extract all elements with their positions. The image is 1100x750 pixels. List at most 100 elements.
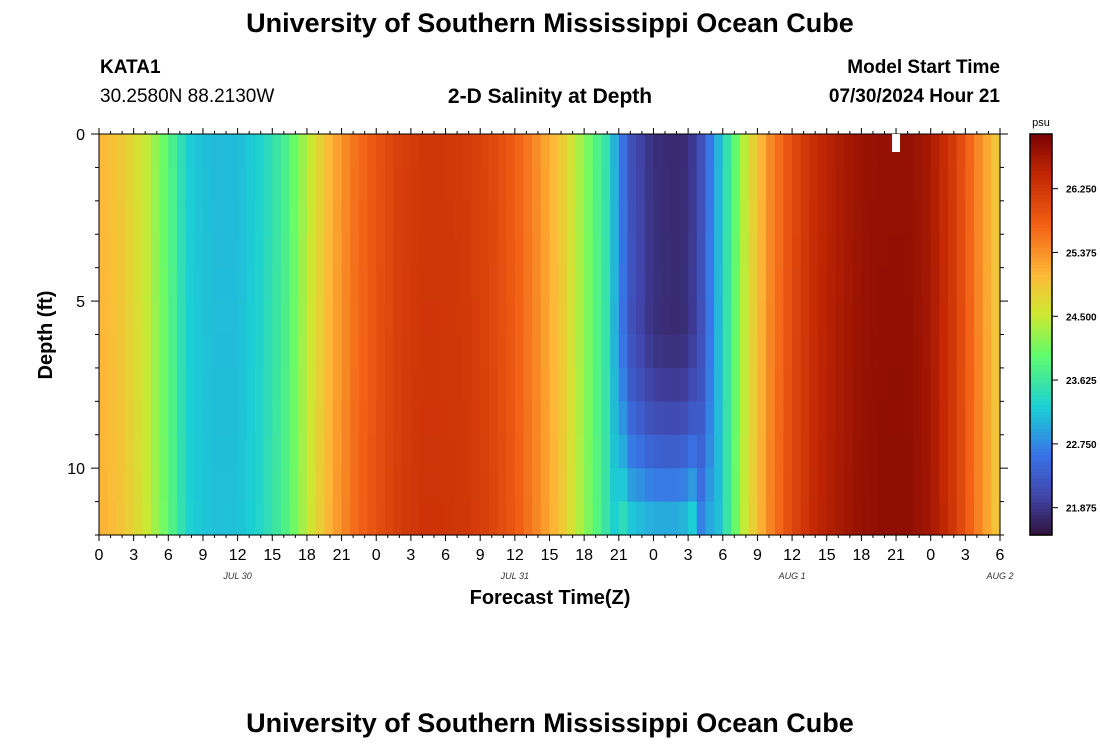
heatmap-cell <box>887 234 897 269</box>
y-axis: 0 5 10 <box>67 127 1008 536</box>
heatmap-cell <box>142 267 152 302</box>
heatmap-cell <box>792 167 802 202</box>
heatmap-cell <box>644 434 655 469</box>
x-tick-label: 3 <box>961 547 970 564</box>
heatmap-cell <box>662 434 672 469</box>
x-tick-label: 6 <box>164 547 173 564</box>
heatmap-cell <box>731 367 741 402</box>
colorbar-tick-label: 23.625 <box>1066 376 1097 387</box>
heatmap-cell <box>324 134 334 169</box>
heatmap-cell <box>714 234 724 269</box>
heatmap-cell <box>870 234 880 269</box>
heatmap-cell <box>532 501 542 536</box>
heatmap-cell <box>410 468 421 503</box>
heatmap-cell <box>142 401 152 436</box>
heatmap-cell <box>575 401 585 436</box>
heatmap-cell <box>462 401 473 436</box>
heatmap-cell <box>436 434 447 469</box>
heatmap-cell <box>956 267 966 302</box>
heatmap-cell <box>350 234 360 269</box>
heatmap-cell <box>948 134 958 169</box>
heatmap-cell <box>532 434 542 469</box>
heatmap-cell <box>332 167 343 202</box>
heatmap-cell <box>722 267 733 302</box>
heatmap-cell <box>670 434 681 469</box>
heatmap-cell <box>644 367 655 402</box>
heatmap-cell <box>540 134 551 169</box>
heatmap-cell <box>150 401 161 436</box>
heatmap-cell <box>185 301 195 336</box>
colorbar-segment <box>1030 451 1052 456</box>
colorbar-segment <box>1030 220 1052 225</box>
heatmap-cell <box>792 134 802 169</box>
heatmap-cell <box>636 200 646 235</box>
heatmap-cell <box>982 468 992 503</box>
heatmap-cell <box>462 134 473 169</box>
colorbar-segment <box>1030 317 1052 322</box>
heatmap-cell <box>818 234 828 269</box>
heatmap-cell <box>766 401 776 436</box>
colorbar-segment <box>1030 297 1052 302</box>
heatmap-cell <box>861 234 871 269</box>
heatmap-cell <box>540 200 551 235</box>
heatmap-cell <box>220 434 230 469</box>
heatmap-cell <box>289 401 299 436</box>
heatmap-cell <box>376 301 386 336</box>
colorbar-segment <box>1030 431 1052 436</box>
heatmap-cell <box>670 301 681 336</box>
heatmap-cell <box>783 468 793 503</box>
heatmap-cell <box>462 301 473 336</box>
heatmap-cell <box>480 134 490 169</box>
heatmap-cell <box>844 301 854 336</box>
heatmap-cell <box>445 501 455 536</box>
colorbar-segment <box>1030 508 1052 513</box>
heatmap-cell <box>532 468 542 503</box>
heatmap-cell <box>488 134 499 169</box>
heatmap-cell <box>852 334 862 369</box>
heatmap-cell <box>558 501 568 536</box>
heatmap-cell <box>263 401 273 436</box>
heatmap-cell <box>237 267 247 302</box>
heatmap-cell <box>480 468 490 503</box>
heatmap-cell <box>358 267 369 302</box>
heatmap-cell <box>471 200 481 235</box>
heatmap-cell <box>575 434 585 469</box>
heatmap-cell <box>566 334 577 369</box>
heatmap-cell <box>471 167 481 202</box>
colorbar-segment <box>1030 387 1052 392</box>
heatmap-cell <box>116 367 126 402</box>
heatmap-cell <box>757 434 767 469</box>
heatmap-cell <box>852 367 862 402</box>
heatmap-cell <box>480 301 490 336</box>
colorbar-segment <box>1030 514 1052 519</box>
heatmap-cell <box>679 434 689 469</box>
heatmap-cell <box>280 401 291 436</box>
heatmap-cell <box>99 267 109 302</box>
heatmap-cell <box>280 367 291 402</box>
heatmap-cell <box>332 501 343 536</box>
heatmap-cell <box>254 234 265 269</box>
heatmap-cell <box>714 401 724 436</box>
heatmap-cell <box>410 501 421 536</box>
heatmap-cell <box>194 501 204 536</box>
heatmap-cell <box>618 434 629 469</box>
heatmap-cell <box>870 434 880 469</box>
heatmap-cell <box>601 267 611 302</box>
heatmap-cell <box>939 167 949 202</box>
heatmap-cell <box>289 434 299 469</box>
heatmap-cell <box>315 434 325 469</box>
heatmap-cell <box>939 434 949 469</box>
heatmap-cell <box>714 267 724 302</box>
heatmap-cell <box>965 468 975 503</box>
station-name: KATA1 <box>100 57 161 78</box>
heatmap-cell <box>774 267 785 302</box>
heatmap-cell <box>506 367 516 402</box>
heatmap-cell <box>627 434 637 469</box>
heatmap-cell <box>670 501 681 536</box>
heatmap-cell <box>809 167 819 202</box>
heatmap-cell <box>896 200 906 235</box>
heatmap-cell <box>393 301 403 336</box>
colorbar-segment <box>1030 271 1052 275</box>
heatmap-cell <box>350 367 360 402</box>
colorbar-segment <box>1030 301 1052 306</box>
